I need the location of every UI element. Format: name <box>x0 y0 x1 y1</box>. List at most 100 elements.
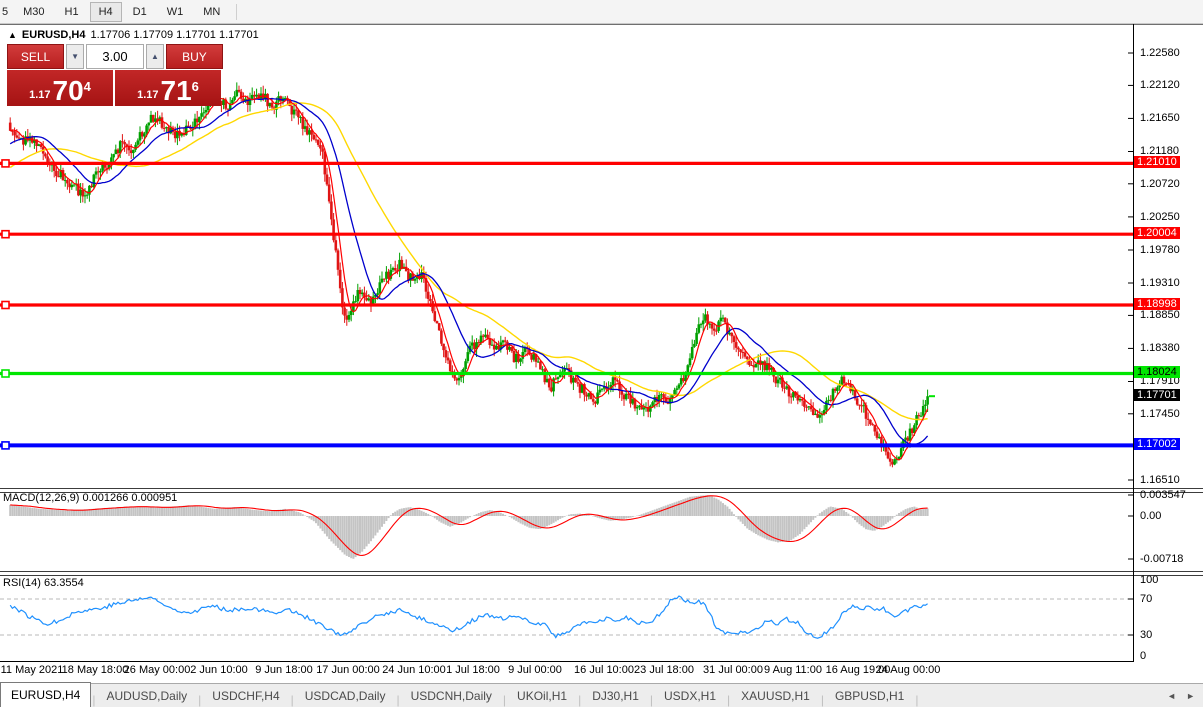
buy-price-sup: 6 <box>191 79 199 94</box>
time-axis-label: 23 Jul 18:00 <box>634 664 694 676</box>
level-price-label: 1.21010 <box>1134 156 1180 168</box>
tab-scroll-left-icon[interactable]: ◄ <box>1167 690 1177 701</box>
price-tick-label: 1.17450 <box>1140 408 1180 420</box>
toolbar-separator <box>236 3 238 20</box>
time-axis-label: 17 Jun 00:00 <box>316 664 380 676</box>
lot-increase-button[interactable]: ▲ <box>146 44 164 69</box>
main-chart-canvas[interactable] <box>0 24 1133 488</box>
chart-tab-usdcnh-daily[interactable]: USDCNH,Daily <box>410 689 492 703</box>
timeframe-button-M30[interactable]: M30 <box>23 5 45 18</box>
time-axis-label: 26 May 00:00 <box>123 664 191 676</box>
time-axis-label: 18 May 18:00 <box>61 664 129 676</box>
time-axis-label: 31 Jul 00:00 <box>703 664 763 676</box>
price-tick-label: 1.19310 <box>1140 277 1180 289</box>
current-price-label: 1.17701 <box>1134 389 1180 401</box>
level-price-label: 1.20004 <box>1134 227 1180 239</box>
price-tick-label: 1.22580 <box>1140 47 1180 59</box>
lot-size-input[interactable] <box>86 44 144 69</box>
rsi-scale-label: 70 <box>1140 593 1153 605</box>
timeframe-button-H1[interactable]: H1 <box>64 5 79 18</box>
tab-divider: | <box>727 693 731 707</box>
timeframe-button-W1[interactable]: W1 <box>166 5 184 18</box>
chart-tab-usdcad-daily[interactable]: USDCAD,Daily <box>304 689 386 703</box>
time-axis-label: 9 Aug 11:00 <box>764 664 822 676</box>
chart-tab-xauusd-h1[interactable]: XAUUSD,H1 <box>741 689 810 703</box>
chart-ohlc-quote: 1.17706 1.17709 1.17701 1.17701 <box>90 29 259 41</box>
rsi-canvas[interactable] <box>0 574 1133 661</box>
timeframe-button-MN[interactable]: MN <box>203 5 221 18</box>
price-tick-label: 1.22120 <box>1140 79 1180 91</box>
chart-tab-ukoil-h1[interactable]: UKOil,H1 <box>517 689 568 703</box>
buy-price-small: 1.17 <box>137 89 159 101</box>
chart-tab-audusd-daily[interactable]: AUDUSD,Daily <box>106 689 188 703</box>
tab-divider: | <box>820 693 824 707</box>
price-tick-label: 1.21650 <box>1140 112 1180 124</box>
sell-price-box[interactable]: 1.17 70 4 <box>7 70 113 106</box>
level-price-label: 1.18024 <box>1134 366 1180 378</box>
tab-scroll-right-icon[interactable]: ► <box>1186 690 1195 701</box>
timeframe-button-H4[interactable]: H4 <box>89 1 122 22</box>
price-tick-label: 1.17910 <box>1140 375 1180 387</box>
rsi-scale-label: 0 <box>1140 650 1147 662</box>
price-tick-label: 1.18850 <box>1140 309 1180 321</box>
level-price-label: 1.17002 <box>1134 438 1180 450</box>
level-price-label: 1.18998 <box>1134 298 1180 310</box>
price-tick-label: 1.21180 <box>1140 145 1179 157</box>
price-tick-label: 1.20250 <box>1140 211 1180 223</box>
timeframe-button-D1[interactable]: D1 <box>132 5 147 18</box>
chart-tab-usdx-h1[interactable]: USDX,H1 <box>664 689 717 703</box>
price-tick-label: 1.19780 <box>1140 244 1180 256</box>
price-tick-label: 1.18380 <box>1140 342 1180 354</box>
time-axis-label: 1 Jul 18:00 <box>446 664 500 676</box>
chart-tab-gbpusd-h1[interactable]: GBPUSD,H1 <box>834 689 905 703</box>
time-axis-label: 2 Jun 10:00 <box>190 664 248 676</box>
panel-splitter[interactable] <box>0 488 1203 493</box>
chart-tab-usdchf-h4[interactable]: USDCHF,H4 <box>212 689 280 703</box>
buy-price-box[interactable]: 1.17 71 6 <box>115 70 221 106</box>
time-axis-label: 9 Jun 18:00 <box>255 664 313 676</box>
macd-label: MACD(12,26,9) 0.001266 0.000951 <box>3 492 178 504</box>
sell-price-big: 70 <box>52 75 84 106</box>
panel-splitter[interactable] <box>0 571 1203 576</box>
tab-divider: | <box>290 693 294 707</box>
chart-tab-eurusd-h4[interactable]: EURUSD,H4 <box>0 682 92 707</box>
timeframe-button-5[interactable]: 5 <box>2 5 9 18</box>
macd-scale-label: 0.003547 <box>1140 489 1186 501</box>
tab-divider: | <box>92 693 96 707</box>
tab-divider: | <box>502 693 507 707</box>
tab-divider: | <box>578 693 582 707</box>
time-axis-label: 24 Jun 10:00 <box>382 664 446 676</box>
tab-divider: | <box>396 693 400 707</box>
macd-scale-label: 0.00 <box>1140 510 1162 522</box>
price-tick-label: 1.20720 <box>1140 178 1180 190</box>
chart-title-row: ▲ EURUSD,H4 1.17706 1.17709 1.17701 1.17… <box>8 29 259 41</box>
time-axis-label: 16 Aug 19:00 <box>825 664 891 676</box>
macd-canvas[interactable] <box>0 491 1133 571</box>
time-axis-label: 9 Jul 00:00 <box>508 664 562 676</box>
time-axis-label: 24 Aug 00:00 <box>875 664 941 676</box>
price-tick-label: 1.16510 <box>1140 474 1180 486</box>
time-axis-label: 16 Jul 10:00 <box>574 664 634 676</box>
rsi-scale-label: 30 <box>1140 629 1153 641</box>
tab-divider: | <box>198 693 202 707</box>
buy-price-big: 71 <box>160 75 192 106</box>
one-click-trade-panel: SELL ▼ ▲ BUY 1.17 70 4 1.17 71 6 <box>7 44 223 106</box>
tab-divider: | <box>649 693 653 707</box>
tab-divider: | <box>915 693 919 707</box>
tab-scroll-arrows: ◄ ► <box>1167 684 1203 707</box>
sell-price-small: 1.17 <box>29 89 51 101</box>
macd-scale-label: -0.00718 <box>1140 553 1184 565</box>
timeframe-toolbar: 5 M30 H1 H4 D1 W1 MN <box>0 0 1203 24</box>
buy-button[interactable]: BUY <box>165 44 223 69</box>
sell-button[interactable]: SELL <box>7 44 65 69</box>
sell-price-sup: 4 <box>83 79 91 94</box>
chart-tab-dj30-h1[interactable]: DJ30,H1 <box>592 689 639 703</box>
chart-symbol-title: EURUSD,H4 <box>21 29 86 41</box>
time-axis-line <box>0 661 1134 662</box>
rsi-scale-label: 100 <box>1140 574 1159 586</box>
price-axis-line <box>1133 24 1134 661</box>
rsi-label: RSI(14) 63.3554 <box>3 577 84 589</box>
trade-panel-collapse-icon[interactable]: ▲ <box>8 30 17 40</box>
lot-decrease-button[interactable]: ▼ <box>66 44 84 69</box>
chart-tab-bar: EURUSD,H4 | AUDUSD,Daily | USDCHF,H4 | USDCAD,… <box>0 682 1203 707</box>
